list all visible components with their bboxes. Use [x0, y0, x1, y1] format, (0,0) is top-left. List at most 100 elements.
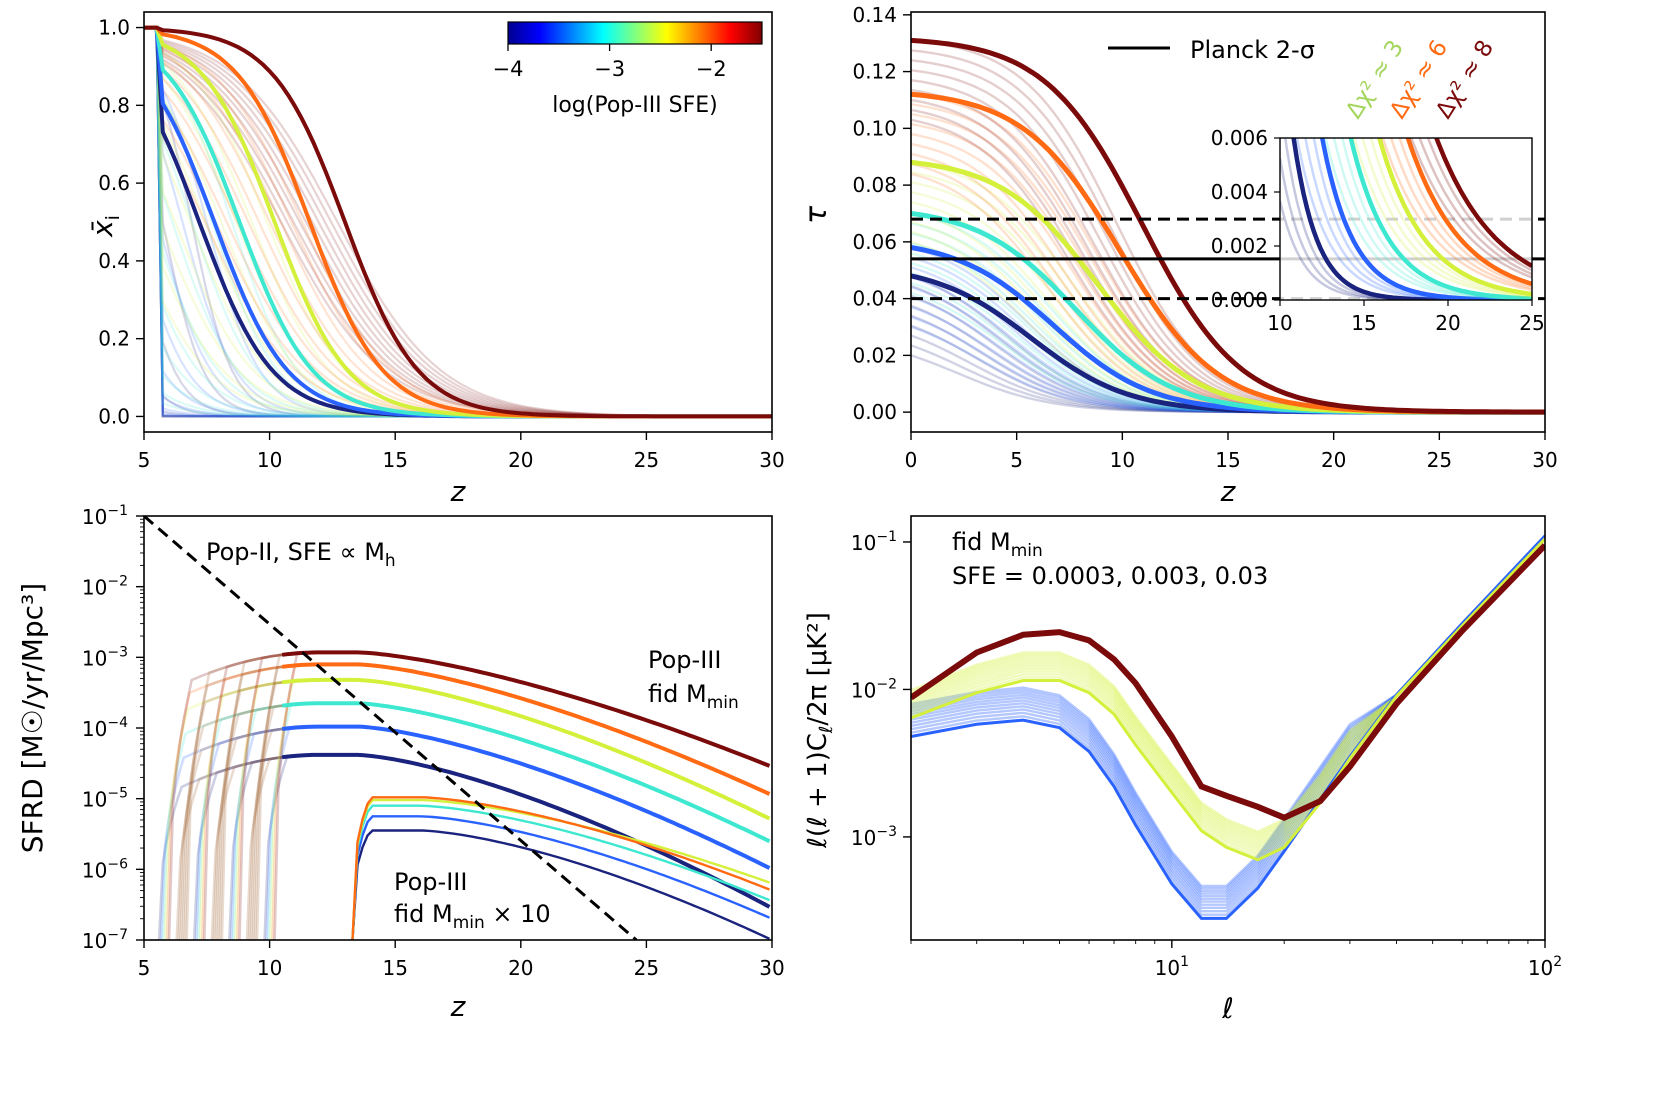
inset-ytick-label: 0.002 [1211, 234, 1268, 258]
inset-series-line [1332, 138, 1532, 300]
cl-band-line [911, 535, 1545, 888]
colorbar-tick-label: −3 [594, 57, 625, 81]
inset-ytick-label: 0.000 [1211, 288, 1268, 312]
cl-annotation-1: fid Mmin [952, 528, 1043, 561]
cl-band-line [911, 537, 1545, 853]
cl-xtick-label: 102 [1528, 954, 1562, 980]
tau-ytick-label: 0.08 [852, 173, 897, 197]
sfrd-ytick-label: 10−5 [82, 786, 128, 812]
tau-ytick-label: 0.12 [852, 60, 897, 84]
tau-ytick-label: 0.10 [852, 116, 897, 140]
inset-series-line [1291, 138, 1532, 300]
sfrd-x10-series-line [351, 815, 770, 940]
colorbar-label: log(Pop-III SFE) [552, 93, 718, 118]
sfrd-band-line [267, 702, 344, 940]
sfrd-pop3-fid-annotation-2: fid Mmin [648, 680, 739, 713]
sfrd-x10-series-line [351, 796, 770, 940]
colorbar-tick-label: −4 [493, 57, 524, 81]
tau-inset-frame [1279, 137, 1533, 301]
tau-xtick-label: 15 [1215, 448, 1240, 472]
tau-ytick-label: 0.06 [852, 230, 897, 254]
cl-band-line [911, 535, 1545, 916]
sfrd-spread-bands [157, 651, 345, 940]
cl-band-line [911, 535, 1545, 920]
sfrd-x10-series-line [351, 829, 771, 940]
panel-ionization-fraction: 5 10 15 20 25 30 0.0 0.2 0.4 0.6 0.8 1.0 x̄i z −4 −3… [86, 11, 785, 508]
xi-ticks: 5 10 15 20 25 30 0.0 0.2 0.4 0.6 0.8 1.0 [98, 16, 785, 472]
sfrd-xtick-label: 20 [508, 956, 533, 980]
inset-series-line [1434, 138, 1532, 268]
sfrd-xtick-label: 30 [759, 956, 784, 980]
cl-band-line [911, 535, 1545, 898]
tau-xtick-label: 25 [1427, 448, 1452, 472]
tau-ticks: 0 5 10 15 20 25 30 0.00 0.02 0.04 0.06 0.08 0.10 0.12… [852, 3, 1557, 472]
sfrd-pop3-x10-annotation-2: fid Mmin × 10 [394, 900, 551, 933]
inset-series-line [1341, 138, 1532, 300]
panel-optical-depth: 0 5 10 15 20 25 30 0.00 0.02 0.04 0.06 0.08 0.10 0.12… [799, 3, 1558, 508]
sfrd-pop3-x10-annotation-1: Pop-III [394, 868, 467, 896]
sfrd-fid-series-line [281, 662, 771, 796]
sfrd-series-lines [144, 516, 771, 940]
panel-sfrd: 5 10 15 20 25 3010−710−610−510−410−310−210−1 … [16, 503, 785, 1023]
cl-series-line [911, 537, 1545, 862]
cl-band-line [911, 535, 1545, 895]
inset-series-line [1348, 138, 1532, 300]
xi-xtick-label: 15 [382, 448, 407, 472]
inset-ytick-label: 0.004 [1211, 180, 1268, 204]
inset-series-line [1418, 138, 1532, 276]
sfrd-band-line [273, 651, 343, 940]
sfrd-ytick-label: 10−7 [82, 927, 128, 953]
inset-series-line [1409, 138, 1532, 279]
cl-ytick-label: 10−2 [851, 676, 897, 702]
tau-xlabel: z [1220, 475, 1237, 508]
xi-xlabel: z [450, 475, 467, 508]
cl-band-line [911, 535, 1545, 890]
cl-series-line [911, 543, 1545, 821]
colorbar [507, 21, 763, 45]
tau-ytick-label: 0.04 [852, 287, 897, 311]
cl-band-line [911, 535, 1545, 892]
inset-series-line [1361, 138, 1532, 298]
tau-xtick-label: 10 [1110, 448, 1135, 472]
tau-xtick-label: 5 [1010, 448, 1023, 472]
xi-xtick-label: 30 [759, 448, 784, 472]
tau-xtick-label: 0 [905, 448, 918, 472]
cl-ytick-label: 10−1 [851, 529, 897, 555]
xi-ytick-label: 0.4 [98, 249, 130, 273]
sfrd-pop2-annotation: Pop-II, SFE ∝ Mh [206, 538, 396, 571]
inset-series-line [1405, 138, 1532, 287]
cl-spread-bands [911, 535, 1545, 920]
sfrd-ylabel: SFRD [M☉/yr/Mpc³] [16, 583, 49, 853]
sfrd-x10-series-line [351, 804, 770, 940]
xi-ylabel: x̄i [86, 215, 124, 238]
sfrd-xtick-label: 5 [138, 956, 151, 980]
cl-band-line [911, 535, 1545, 903]
cl-annotation-2: SFE = 0.0003, 0.003, 0.03 [952, 562, 1268, 590]
tau-xtick-label: 20 [1321, 448, 1346, 472]
panel-angular-power-spectrum: 101 102 10−3 10−2 10−1 ℓ(ℓ + 1)Cℓ/2π [μK²] ℓ… [803, 515, 1562, 1025]
inset-series-line [1324, 138, 1532, 300]
cl-band-line [911, 537, 1545, 850]
inset-series-line [1352, 138, 1532, 298]
cl-ytick-label: 10−3 [851, 824, 897, 850]
cl-band-line [911, 537, 1545, 840]
sfrd-fid-series-line [281, 752, 771, 909]
sfrd-pop3-fid-annotation-1: Pop-III [648, 646, 721, 674]
sfrd-fid-series-line [281, 650, 771, 768]
inset-series-line [1381, 138, 1532, 292]
cl-band-line [911, 535, 1545, 906]
sfrd-xtick-label: 10 [257, 956, 282, 980]
sfrd-xlabel: z [450, 990, 467, 1023]
tau-ylabel: τ [799, 205, 834, 224]
sfrd-ytick-label: 10−1 [82, 503, 128, 529]
cl-ylabel: ℓ(ℓ + 1)Cℓ/2π [μK²] [803, 612, 837, 849]
inset-series-line [1369, 138, 1532, 297]
sfrd-ytick-label: 10−4 [82, 715, 128, 741]
xi-axes-frame [143, 11, 773, 433]
sfrd-band-line [269, 678, 343, 940]
sfrd-ticks: 5 10 15 20 25 30 10−7 10−6 10−5 10−4 10−3 10−2 10−1 [82, 503, 785, 980]
cl-series-line [911, 534, 1545, 920]
inset-series-line [1377, 138, 1532, 297]
xi-xtick-label: 10 [257, 448, 282, 472]
